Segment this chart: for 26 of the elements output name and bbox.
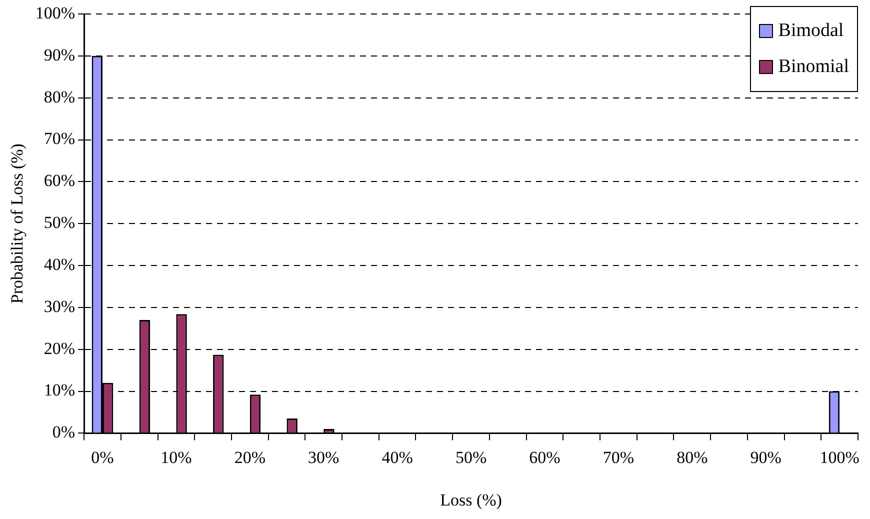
x-tick-label: 90% — [750, 448, 782, 467]
legend-label: Binomial — [778, 55, 849, 79]
x-tick-label: 100% — [820, 448, 860, 467]
x-tick-label: 80% — [676, 448, 708, 467]
y-tick-label: 80% — [44, 87, 76, 106]
y-tick-label: 40% — [44, 254, 76, 274]
x-tick-label: 40% — [382, 448, 413, 467]
x-tick-label: 20% — [234, 448, 266, 467]
x-axis-title: Loss (%) — [440, 490, 502, 510]
x-tick-label: 50% — [455, 448, 487, 467]
y-tick-label: 100% — [35, 3, 76, 22]
y-tick-label: 50% — [44, 213, 76, 232]
y-tick-label: 90% — [44, 45, 76, 64]
x-tick-label: 10% — [160, 448, 192, 467]
y-tick-label: 70% — [44, 129, 76, 148]
x-tick-label: 60% — [529, 448, 560, 467]
y-tick-label: 20% — [44, 338, 76, 358]
y-tick-label: 10% — [44, 380, 76, 400]
y-tick-label: 0% — [52, 422, 76, 442]
y-tick-label: 30% — [44, 296, 76, 316]
x-tick-label: 30% — [308, 448, 340, 467]
y-axis-title: Probability of Loss (%) — [8, 144, 27, 304]
x-tick-label: 70% — [602, 448, 634, 467]
y-tick-label: 60% — [44, 171, 76, 190]
legend-label: Bimodal — [778, 19, 844, 43]
x-tick-label: 0% — [91, 448, 114, 467]
